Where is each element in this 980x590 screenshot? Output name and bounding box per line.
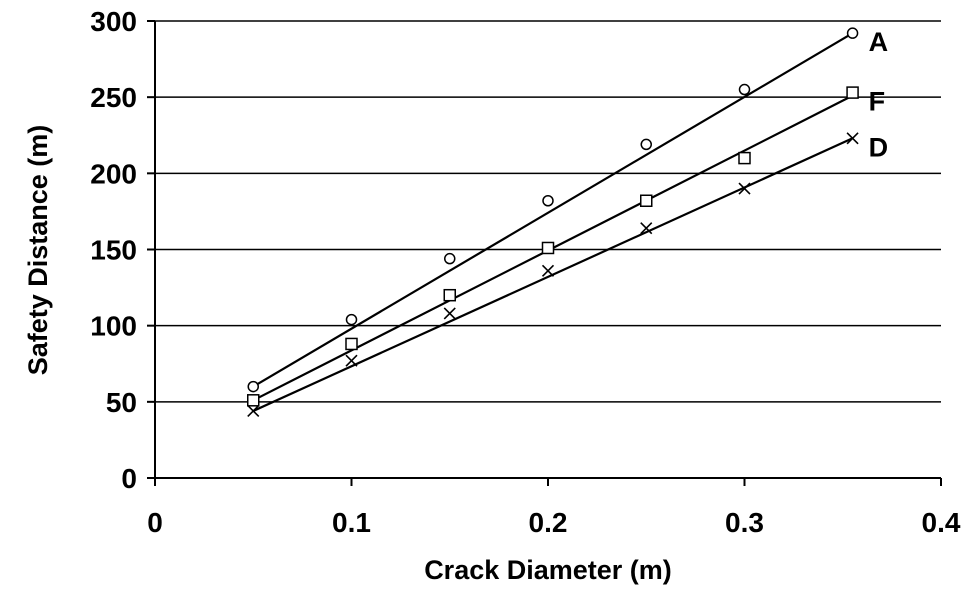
data-point	[640, 138, 652, 151]
series-f: F	[247, 86, 886, 407]
tick-labels: 0 50 100 150 200 250 300 0 0.1 0.2 0.3 0.4	[90, 6, 961, 538]
data-point	[846, 86, 859, 99]
x-tick-label: 0.3	[725, 507, 764, 538]
y-axis-title: Safety Distance (m)	[23, 125, 53, 376]
data-point	[345, 313, 358, 326]
data-point	[444, 252, 456, 265]
x-tick-label: 0	[147, 507, 163, 538]
series-label: A	[869, 27, 889, 57]
axes	[147, 20, 942, 486]
series-label: D	[869, 132, 889, 162]
data-point	[541, 264, 555, 277]
series-line	[252, 32, 854, 388]
x-tick-label: 0.2	[529, 507, 568, 538]
data-point	[247, 394, 260, 407]
data-point	[542, 195, 554, 207]
series-a: A	[247, 27, 889, 393]
data-point	[345, 354, 358, 367]
series-label: F	[869, 87, 886, 117]
data-point	[345, 337, 358, 351]
y-tick-label: 50	[106, 387, 137, 418]
data-point	[738, 83, 751, 96]
x-tick-label: 0.4	[922, 507, 961, 538]
data-point	[738, 151, 751, 165]
y-tick-label: 100	[90, 311, 137, 342]
data-point	[738, 182, 751, 195]
data-point	[247, 404, 260, 418]
data-point	[640, 194, 653, 208]
y-tick-label: 200	[90, 158, 137, 189]
y-tick-label: 250	[90, 82, 137, 113]
data-point	[541, 241, 555, 255]
x-axis-title: Crack Diameter (m)	[424, 555, 672, 585]
series-layer: AFD	[247, 27, 889, 418]
data-point	[443, 288, 456, 302]
series-d: D	[247, 132, 889, 418]
y-tick-label: 0	[121, 463, 137, 494]
data-point	[846, 27, 859, 39]
data-point	[247, 380, 259, 393]
data-point	[443, 307, 456, 320]
data-point	[846, 132, 859, 145]
data-point	[640, 222, 653, 235]
y-tick-label: 150	[90, 235, 137, 266]
y-tick-label: 300	[90, 6, 137, 37]
x-tick-label: 0.1	[332, 507, 371, 538]
